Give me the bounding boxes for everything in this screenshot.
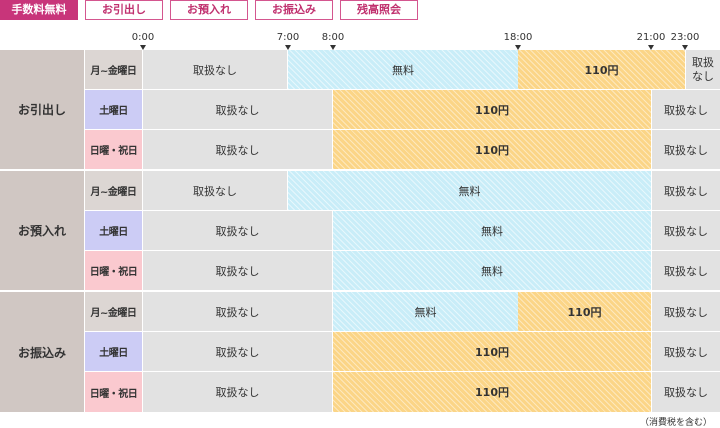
tab-withdrawal[interactable]: お引出し <box>85 0 163 20</box>
day-label-holiday: 日曜・祝日 <box>85 251 142 290</box>
tick-label: 0:00 <box>131 32 155 43</box>
tick-label: 23:00 <box>670 32 700 43</box>
segment-fee: 110円 <box>518 50 685 89</box>
segment-unavailable: 取扱なし <box>143 372 332 412</box>
segment-unavailable: 取扱なし <box>652 372 720 412</box>
tick-arrow-icon <box>682 45 688 50</box>
segment-unavailable: 取扱なし <box>143 332 332 371</box>
day-label-holiday: 日曜・祝日 <box>85 130 142 169</box>
segment-unavailable: 取扱なし <box>652 90 720 129</box>
tick-arrow-icon <box>285 45 291 50</box>
segment-fee: 110円 <box>333 90 651 129</box>
segment-unavailable: 取扱なし <box>143 50 287 89</box>
time-axis: 0:00 7:00 8:00 18:00 21:00 23:00 <box>132 28 720 50</box>
segment-unavailable: 取扱なし <box>143 292 332 331</box>
segment-fee: 110円 <box>333 372 651 412</box>
day-label-saturday: 土曜日 <box>85 90 142 129</box>
tick-arrow-icon <box>648 45 654 50</box>
tab-deposit[interactable]: お預入れ <box>170 0 248 20</box>
tab-transfer[interactable]: お振込み <box>255 0 333 20</box>
segment-unavailable: 取扱なし <box>686 50 720 89</box>
tick-label: 8:00 <box>321 32 345 43</box>
segment-fee: 110円 <box>333 332 651 371</box>
tick-arrow-icon <box>330 45 336 50</box>
segment-unavailable: 取扱なし <box>143 251 332 290</box>
segment-fee: 110円 <box>518 292 651 331</box>
segment-fee: 110円 <box>333 130 651 169</box>
group-label-deposit: お預入れ <box>0 171 84 290</box>
day-label-weekday: 月~金曜日 <box>85 50 142 89</box>
day-label-weekday: 月~金曜日 <box>85 292 142 331</box>
group-label-transfer: お振込み <box>0 292 84 412</box>
segment-unavailable: 取扱なし <box>143 130 332 169</box>
segment-free: 無料 <box>288 50 518 89</box>
segment-unavailable: 取扱なし <box>652 171 720 210</box>
segment-unavailable: 取扱なし <box>652 332 720 371</box>
day-label-saturday: 土曜日 <box>85 211 142 250</box>
tab-balance[interactable]: 残高照会 <box>340 0 418 20</box>
tick-arrow-icon <box>515 45 521 50</box>
segment-free: 無料 <box>333 292 518 331</box>
segment-unavailable: 取扱なし <box>143 90 332 129</box>
tab-bar: 手数料無料 お引出し お預入れ お振込み 残高照会 <box>0 0 720 24</box>
segment-unavailable: 取扱なし <box>143 171 287 210</box>
tick-label: 18:00 <box>503 32 533 43</box>
tab-free-fee[interactable]: 手数料無料 <box>0 0 78 20</box>
day-label-weekday: 月~金曜日 <box>85 171 142 210</box>
segment-unavailable: 取扱なし <box>652 211 720 250</box>
tick-arrow-icon <box>140 45 146 50</box>
tick-label: 7:00 <box>276 32 300 43</box>
group-label-withdrawal: お引出し <box>0 50 84 169</box>
segment-free: 無料 <box>333 251 651 290</box>
segment-unavailable: 取扱なし <box>652 292 720 331</box>
tick-label: 21:00 <box>636 32 666 43</box>
segment-free: 無料 <box>288 171 651 210</box>
day-label-saturday: 土曜日 <box>85 332 142 371</box>
tax-note: （消費税を含む） <box>639 418 712 428</box>
segment-unavailable: 取扱なし <box>143 211 332 250</box>
day-label-holiday: 日曜・祝日 <box>85 372 142 412</box>
segment-unavailable: 取扱なし <box>652 130 720 169</box>
segment-unavailable: 取扱なし <box>652 251 720 290</box>
segment-free: 無料 <box>333 211 651 250</box>
